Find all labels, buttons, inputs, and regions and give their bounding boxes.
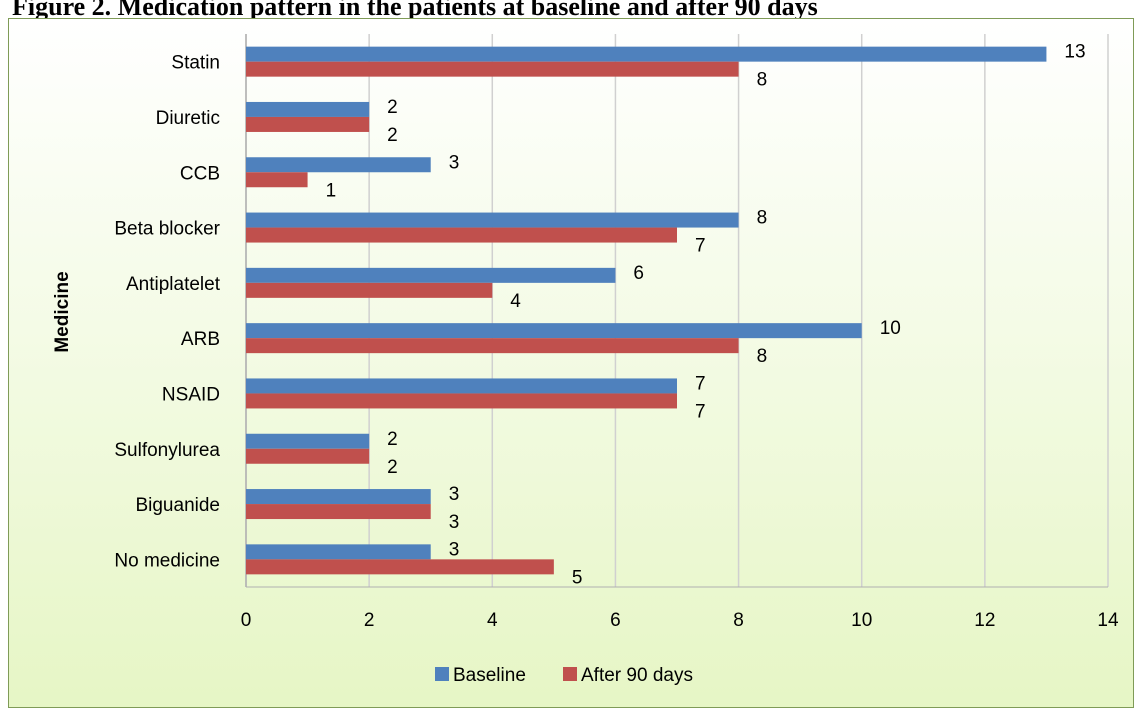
- category-label: CCB: [180, 163, 220, 184]
- data-label-after-90-days: 7: [695, 236, 706, 257]
- figure-title: Figure 2. Medication pattern in the pati…: [12, 0, 818, 18]
- data-label-baseline: 8: [757, 208, 768, 229]
- data-label-baseline: 10: [880, 318, 901, 339]
- bar-baseline: [246, 489, 431, 505]
- category-label: ARB: [181, 329, 220, 350]
- bar-after-90-days: [246, 338, 739, 354]
- bar-baseline: [246, 323, 862, 339]
- x-tick-label: 10: [851, 610, 872, 631]
- bar-baseline: [246, 378, 677, 394]
- category-label: Sulfonylurea: [114, 440, 220, 461]
- category-label: No medicine: [114, 550, 220, 571]
- bar-baseline: [246, 46, 1047, 62]
- category-label: Statin: [171, 53, 220, 74]
- data-label-baseline: 3: [449, 152, 460, 173]
- bar-after-90-days: [246, 116, 370, 132]
- category-label: Diuretic: [156, 108, 220, 129]
- data-label-after-90-days: 7: [695, 401, 706, 422]
- x-tick-label: 14: [1097, 610, 1119, 631]
- bar-baseline: [246, 101, 370, 117]
- x-tick-label: 6: [610, 610, 621, 631]
- bar-after-90-days: [246, 227, 677, 243]
- category-label: Beta blocker: [114, 219, 220, 240]
- x-tick-label: 2: [364, 610, 375, 631]
- legend-swatch-baseline: [435, 667, 449, 681]
- bar-after-90-days: [246, 448, 370, 464]
- data-label-after-90-days: 4: [510, 291, 521, 312]
- data-label-after-90-days: 8: [757, 70, 768, 91]
- legend-label-baseline: Baseline: [453, 665, 526, 686]
- data-label-after-90-days: 2: [387, 125, 398, 146]
- category-label: NSAID: [162, 384, 220, 405]
- data-label-after-90-days: 3: [449, 512, 460, 533]
- bar-baseline: [246, 157, 431, 173]
- bar-after-90-days: [246, 559, 554, 575]
- data-label-baseline: 6: [633, 263, 644, 284]
- data-label-baseline: 3: [449, 484, 460, 505]
- bar-after-90-days: [246, 393, 677, 409]
- data-label-after-90-days: 8: [757, 346, 768, 367]
- bar-baseline: [246, 212, 739, 228]
- chart-area: [8, 18, 1134, 708]
- bar-after-90-days: [246, 282, 493, 298]
- bar-after-90-days: [246, 172, 308, 188]
- bar-after-90-days: [246, 504, 431, 520]
- legend-swatch-after-90-days: [563, 667, 577, 681]
- x-tick-label: 0: [241, 610, 252, 631]
- y-axis-title: Medicine: [52, 271, 73, 352]
- x-tick-label: 8: [733, 610, 744, 631]
- data-label-after-90-days: 5: [572, 567, 583, 588]
- data-label-after-90-days: 1: [326, 180, 337, 201]
- data-label-after-90-days: 2: [387, 457, 398, 478]
- bar-after-90-days: [246, 61, 739, 77]
- category-label: Biguanide: [135, 495, 220, 516]
- data-label-baseline: 7: [695, 373, 706, 394]
- data-label-baseline: 2: [387, 429, 398, 450]
- bar-baseline: [246, 267, 616, 283]
- bar-baseline: [246, 433, 370, 449]
- bar-baseline: [246, 544, 431, 560]
- legend-label-after-90-days: After 90 days: [581, 665, 693, 686]
- data-label-baseline: 3: [449, 539, 460, 560]
- x-tick-label: 12: [974, 610, 995, 631]
- category-label: Antiplatelet: [126, 274, 221, 295]
- x-tick-label: 4: [487, 610, 498, 631]
- data-label-baseline: 2: [387, 97, 398, 118]
- data-label-baseline: 13: [1064, 42, 1085, 63]
